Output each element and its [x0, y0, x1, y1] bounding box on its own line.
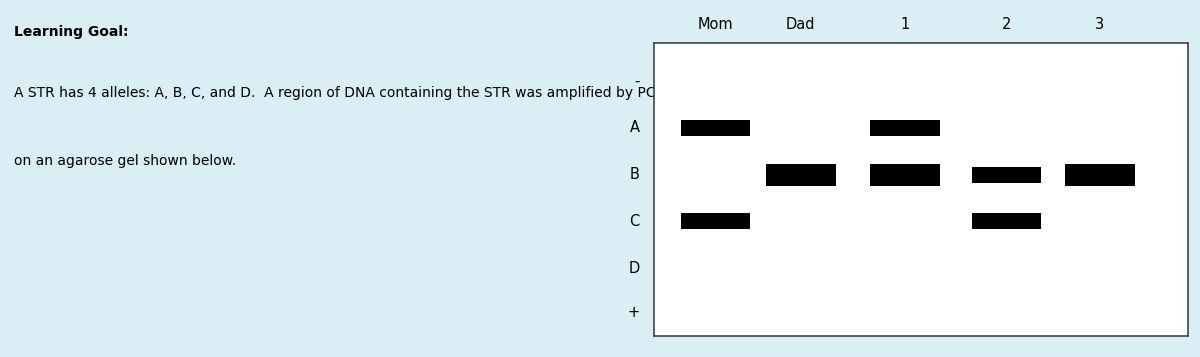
Text: +: + [628, 305, 640, 320]
Text: 3: 3 [1096, 17, 1104, 32]
Text: C: C [629, 214, 640, 229]
Text: Mom: Mom [697, 17, 733, 32]
FancyBboxPatch shape [766, 164, 835, 186]
FancyBboxPatch shape [972, 213, 1042, 230]
FancyBboxPatch shape [680, 213, 750, 230]
Text: 1: 1 [900, 17, 910, 32]
Text: 2: 2 [1002, 17, 1012, 32]
Text: -: - [635, 74, 640, 89]
FancyBboxPatch shape [680, 120, 750, 136]
Text: D: D [629, 261, 640, 276]
Text: Learning Goal:: Learning Goal: [14, 25, 128, 39]
Text: B: B [630, 167, 640, 182]
FancyBboxPatch shape [972, 166, 1042, 183]
Text: A STR has 4 alleles: A, B, C, and D.  A region of DNA containing the STR was amp: A STR has 4 alleles: A, B, C, and D. A r… [14, 86, 1156, 100]
Text: A: A [630, 120, 640, 135]
FancyBboxPatch shape [870, 120, 940, 136]
Text: on an agarose gel shown below.: on an agarose gel shown below. [14, 154, 236, 167]
FancyBboxPatch shape [870, 164, 940, 186]
FancyBboxPatch shape [1066, 164, 1135, 186]
Text: Dad: Dad [786, 17, 816, 32]
